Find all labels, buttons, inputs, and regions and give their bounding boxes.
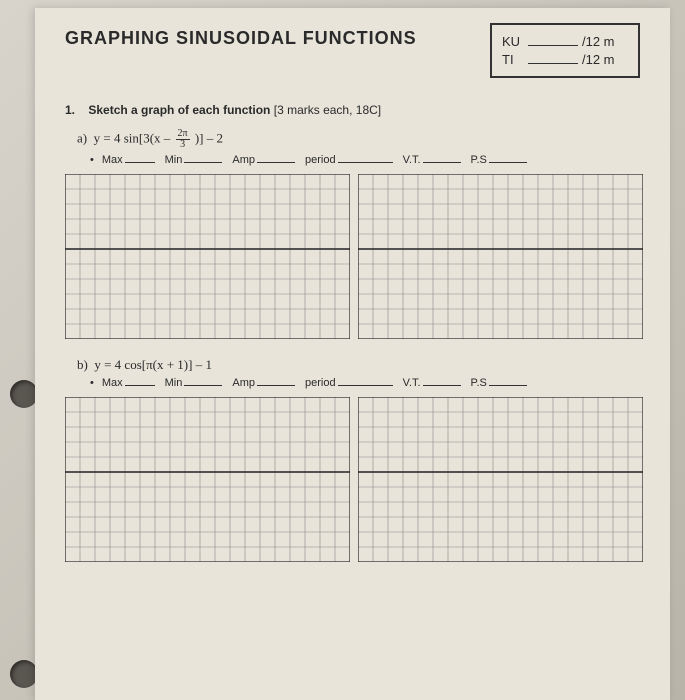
ti-score-line: TI /12 m bbox=[502, 52, 628, 67]
min-blank[interactable] bbox=[184, 162, 222, 163]
ps-blank[interactable] bbox=[489, 162, 527, 163]
ps-label: P.S bbox=[471, 377, 487, 389]
part-b-grids bbox=[65, 397, 640, 562]
part-b-properties: • Max Min Amp period V.T. P.S bbox=[90, 377, 640, 389]
ku-label: KU bbox=[502, 34, 524, 49]
min-blank[interactable] bbox=[184, 385, 222, 386]
q1-number: 1. bbox=[65, 103, 75, 117]
header-row: GRAPHING SINUSOIDAL FUNCTIONS KU /12 m T… bbox=[65, 23, 640, 78]
period-label: period bbox=[305, 377, 336, 389]
q1-text: Sketch a graph of each function bbox=[88, 103, 270, 117]
amp-blank[interactable] bbox=[257, 162, 295, 163]
bullet-icon: • bbox=[90, 377, 94, 389]
ti-label: TI bbox=[502, 52, 524, 67]
page-title: GRAPHING SINUSOIDAL FUNCTIONS bbox=[65, 23, 470, 49]
max-blank[interactable] bbox=[125, 162, 155, 163]
min-label: Min bbox=[165, 377, 183, 389]
grid-a-right[interactable] bbox=[358, 174, 643, 339]
part-a-label: a) bbox=[77, 130, 87, 145]
period-blank[interactable] bbox=[338, 162, 393, 163]
q1-marks: [3 marks each, 18C] bbox=[274, 103, 381, 117]
frac-den: 3 bbox=[176, 140, 190, 150]
part-a-properties: • Max Min Amp period V.T. P.S bbox=[90, 154, 640, 166]
vt-blank[interactable] bbox=[423, 162, 461, 163]
min-label: Min bbox=[165, 154, 183, 166]
part-b-formula: b) y = 4 cos[π(x + 1)] – 1 bbox=[77, 357, 640, 373]
vt-label: V.T. bbox=[403, 377, 421, 389]
max-label: Max bbox=[102, 154, 123, 166]
max-blank[interactable] bbox=[125, 385, 155, 386]
ku-total: /12 m bbox=[582, 34, 615, 49]
amp-label: Amp bbox=[232, 377, 255, 389]
max-label: Max bbox=[102, 377, 123, 389]
vt-label: V.T. bbox=[403, 154, 421, 166]
period-blank[interactable] bbox=[338, 385, 393, 386]
grid-b-right[interactable] bbox=[358, 397, 643, 562]
amp-label: Amp bbox=[232, 154, 255, 166]
ku-score-line: KU /12 m bbox=[502, 34, 628, 49]
part-a-suffix: )] – 2 bbox=[195, 130, 223, 145]
ti-total: /12 m bbox=[582, 52, 615, 67]
part-a-fraction: 2π 3 bbox=[176, 129, 190, 150]
ps-label: P.S bbox=[471, 154, 487, 166]
score-box: KU /12 m TI /12 m bbox=[490, 23, 640, 78]
ku-blank[interactable] bbox=[528, 45, 578, 46]
ti-blank[interactable] bbox=[528, 63, 578, 64]
part-b-label: b) bbox=[77, 357, 88, 372]
grid-b-left[interactable] bbox=[65, 397, 350, 562]
part-a-formula: a) y = 4 sin[3(x – 2π 3 )] – 2 bbox=[77, 129, 640, 150]
worksheet-paper: GRAPHING SINUSOIDAL FUNCTIONS KU /12 m T… bbox=[35, 8, 670, 700]
amp-blank[interactable] bbox=[257, 385, 295, 386]
part-a-grids bbox=[65, 174, 640, 339]
question-1-header: 1. Sketch a graph of each function [3 ma… bbox=[65, 103, 640, 117]
period-label: period bbox=[305, 154, 336, 166]
part-a-prefix: y = 4 sin[3(x – bbox=[94, 130, 171, 145]
bullet-icon: • bbox=[90, 154, 94, 166]
grid-a-left[interactable] bbox=[65, 174, 350, 339]
vt-blank[interactable] bbox=[423, 385, 461, 386]
punch-hole bbox=[10, 380, 38, 408]
ps-blank[interactable] bbox=[489, 385, 527, 386]
punch-hole bbox=[10, 660, 38, 688]
part-b-eq: y = 4 cos[π(x + 1)] – 1 bbox=[94, 357, 212, 372]
